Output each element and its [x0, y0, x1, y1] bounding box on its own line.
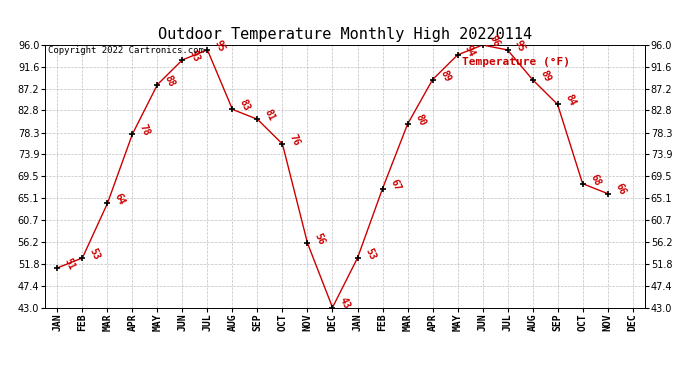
Text: 81: 81	[263, 108, 277, 123]
Text: 53: 53	[363, 246, 377, 261]
Text: 80: 80	[413, 113, 427, 128]
Text: 66: 66	[613, 182, 627, 197]
Text: 43: 43	[338, 296, 352, 311]
Text: 64: 64	[113, 192, 127, 207]
Text: 84: 84	[563, 93, 578, 108]
Text: 89: 89	[538, 68, 552, 83]
Text: Copyright 2022 Cartronics.com: Copyright 2022 Cartronics.com	[48, 46, 204, 56]
Text: 76: 76	[288, 133, 302, 147]
Text: 56: 56	[313, 232, 327, 246]
Text: Temperature (°F): Temperature (°F)	[462, 57, 570, 67]
Text: 95: 95	[213, 39, 227, 53]
Text: 78: 78	[138, 123, 152, 138]
Text: 89: 89	[438, 68, 452, 83]
Text: 67: 67	[388, 177, 402, 192]
Title: Outdoor Temperature Monthly High 20220114: Outdoor Temperature Monthly High 2022011…	[158, 27, 532, 42]
Text: 95: 95	[513, 39, 527, 53]
Text: 68: 68	[588, 172, 602, 187]
Text: 83: 83	[238, 98, 252, 113]
Text: 51: 51	[63, 256, 77, 271]
Text: 96: 96	[488, 33, 502, 48]
Text: 93: 93	[188, 48, 202, 63]
Text: 53: 53	[88, 246, 102, 261]
Text: 94: 94	[463, 44, 477, 58]
Text: 88: 88	[163, 73, 177, 88]
